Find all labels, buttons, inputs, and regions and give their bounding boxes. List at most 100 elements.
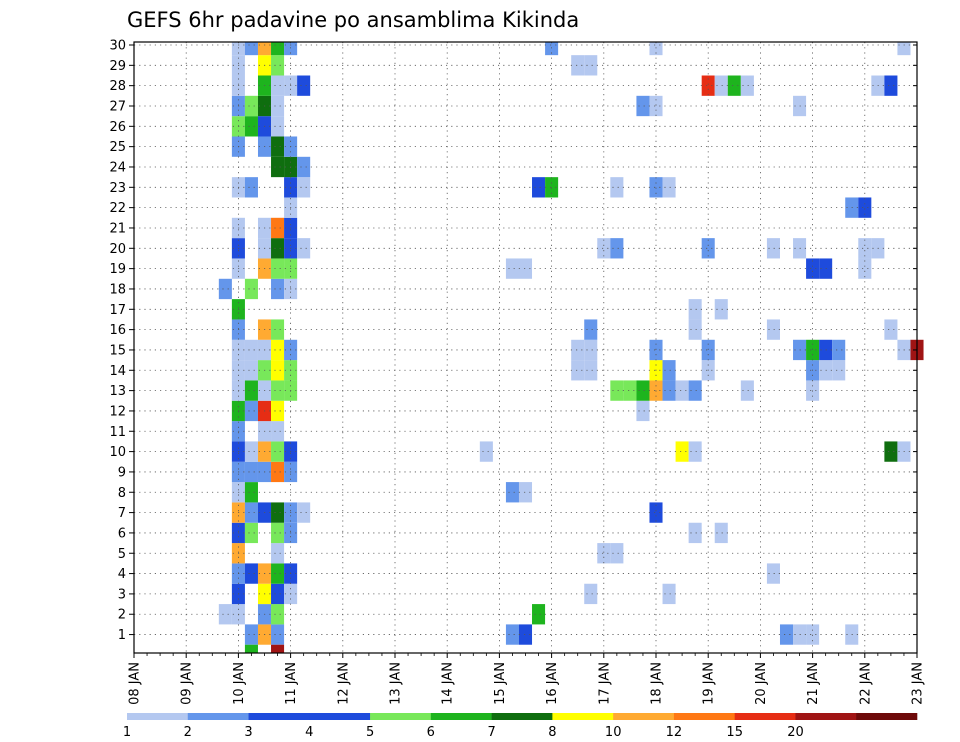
heatmap-cell bbox=[858, 258, 872, 279]
heatmap-cell bbox=[740, 380, 754, 401]
heatmap-cell bbox=[271, 644, 285, 653]
colorbar-label: 4 bbox=[305, 725, 313, 740]
y-tick-label: 14 bbox=[109, 364, 126, 379]
y-tick-label: 2 bbox=[118, 608, 126, 623]
heatmap-cell bbox=[662, 380, 676, 401]
heatmap-cell bbox=[571, 55, 585, 76]
heatmap-cell bbox=[244, 116, 258, 137]
heatmap-cell bbox=[714, 299, 728, 320]
heatmap-cell bbox=[271, 522, 285, 544]
x-axis: 08 JAN 09 JAN 10 JAN 11 JAN 12 JAN 13 JAN 14 J… bbox=[128, 653, 926, 705]
y-tick-label: 16 bbox=[109, 323, 126, 338]
x-tick-label: 20 JAN bbox=[754, 662, 769, 705]
y-tick-label: 3 bbox=[118, 587, 126, 602]
colorbar-label: 12 bbox=[666, 725, 683, 740]
heatmap-cell bbox=[793, 238, 807, 259]
x-tick-label: 16 JAN bbox=[545, 662, 560, 705]
heatmap-cell bbox=[518, 482, 533, 503]
colorbar-segment bbox=[552, 713, 614, 720]
heatmap-cell bbox=[244, 42, 258, 56]
y-tick-label: 15 bbox=[109, 343, 126, 358]
heatmap-cell bbox=[545, 177, 559, 198]
colorbar-segment bbox=[370, 713, 432, 720]
heatmap-cell bbox=[271, 543, 285, 564]
heatmap-cell bbox=[244, 522, 258, 544]
x-tick-label: 10 JAN bbox=[232, 662, 247, 705]
heatmap-cell bbox=[271, 75, 285, 96]
heatmap-cell bbox=[832, 339, 846, 361]
heatmap-cell bbox=[610, 238, 624, 259]
heatmap-cell bbox=[271, 624, 285, 645]
heatmap-cell bbox=[244, 644, 258, 653]
x-tick-label: 09 JAN bbox=[180, 662, 195, 705]
x-tick-label: 08 JAN bbox=[128, 662, 143, 705]
heatmap-cell bbox=[231, 42, 245, 56]
heatmap-cell bbox=[271, 319, 285, 340]
y-tick-label: 11 bbox=[109, 425, 126, 440]
colorbar-segment bbox=[613, 713, 675, 720]
colorbar-label: 2 bbox=[184, 725, 192, 740]
heatmap-cell bbox=[610, 380, 624, 401]
heatmap-cell bbox=[727, 75, 741, 96]
colorbar-segment bbox=[430, 713, 492, 720]
colorbar-segment bbox=[795, 713, 857, 720]
colorbar-label: 6 bbox=[427, 725, 435, 740]
heatmap-cell bbox=[897, 42, 911, 56]
heatmap-cell bbox=[701, 75, 715, 96]
heatmap-cell bbox=[532, 177, 546, 198]
colorbar-segment bbox=[127, 713, 189, 720]
heatmap-cell bbox=[271, 583, 285, 605]
x-tick-label: 15 JAN bbox=[493, 662, 508, 705]
y-tick-label: 8 bbox=[118, 486, 126, 501]
heatmap-cells bbox=[218, 42, 924, 653]
y-tick-label: 23 bbox=[109, 181, 126, 196]
heatmap-cell bbox=[244, 380, 258, 401]
chart-title: GEFS 6hr padavine po ansamblima Kikinda bbox=[127, 8, 579, 32]
heatmap-cell bbox=[271, 339, 285, 361]
heatmap-cell bbox=[271, 217, 285, 239]
colorbar-label: 8 bbox=[548, 725, 556, 740]
colorbar-label: 1 bbox=[123, 725, 131, 740]
heatmap-cell bbox=[297, 156, 311, 178]
heatmap-cell bbox=[271, 136, 285, 157]
heatmap-cell bbox=[532, 604, 546, 625]
colorbar-label: 15 bbox=[726, 725, 743, 740]
heatmap-cell bbox=[271, 502, 285, 523]
heatmap-cell bbox=[779, 624, 794, 645]
heatmap-cell bbox=[244, 563, 258, 584]
heatmap-cell bbox=[218, 604, 232, 625]
heatmap-cell bbox=[662, 177, 676, 198]
heatmap-cell bbox=[297, 238, 311, 259]
y-tick-label: 7 bbox=[118, 506, 126, 521]
y-tick-label: 18 bbox=[109, 282, 126, 297]
heatmap-cell bbox=[244, 339, 258, 361]
heatmap-cell bbox=[271, 55, 285, 76]
heatmap-cell bbox=[597, 238, 611, 259]
heatmap-cell bbox=[271, 604, 285, 625]
heatmap-cell bbox=[271, 258, 285, 279]
heatmap-cell bbox=[571, 360, 585, 381]
heatmap-cell bbox=[244, 278, 258, 300]
colorbar-segment bbox=[187, 713, 249, 720]
colorbar-segment bbox=[734, 713, 796, 720]
colorbar: 1 2 3 4 5 6 7 8 10 12 15 20 bbox=[123, 713, 918, 740]
y-tick-label: 6 bbox=[118, 526, 126, 541]
heatmap-cell bbox=[597, 543, 611, 564]
heatmap-cell bbox=[584, 583, 598, 605]
heatmap-cell bbox=[244, 95, 258, 117]
heatmap-cell bbox=[610, 177, 624, 198]
heatmap-cell bbox=[766, 319, 780, 340]
heatmap-cell bbox=[793, 624, 807, 645]
heatmap-cell bbox=[884, 319, 898, 340]
y-tick-label: 25 bbox=[109, 140, 126, 155]
heatmap-cell bbox=[244, 360, 258, 381]
colorbar-segment bbox=[491, 713, 553, 720]
heatmap-cell bbox=[271, 238, 285, 259]
heatmap-cell bbox=[636, 95, 650, 117]
heatmap-cell bbox=[884, 75, 898, 96]
x-tick-label: 21 JAN bbox=[806, 662, 821, 705]
heatmap-cell bbox=[793, 339, 807, 361]
heatmap-cell bbox=[284, 42, 298, 56]
heatmap-cell bbox=[623, 380, 637, 401]
heatmap-cell bbox=[649, 95, 663, 117]
